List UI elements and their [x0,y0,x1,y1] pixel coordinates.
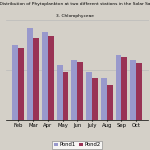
Bar [86,72,92,120]
Bar [33,38,39,120]
Bar [18,48,24,120]
Bar [116,55,121,120]
Bar [27,28,33,120]
Bar [42,32,48,120]
Bar [101,78,107,120]
Text: 3. Chlorophyceae: 3. Chlorophyceae [56,14,94,18]
Bar [12,45,18,120]
Legend: Pond1, Pond2: Pond1, Pond2 [52,141,102,149]
Bar [92,78,98,120]
Bar [71,60,77,120]
Bar [136,63,142,120]
Text: Fig. 4. Distribution of Phytoplankton at two different stations in the Solar Sal: Fig. 4. Distribution of Phytoplankton at… [0,2,150,6]
Bar [121,57,127,120]
Bar [57,65,63,120]
Bar [48,36,54,120]
Bar [63,72,68,120]
Bar [77,62,83,120]
Bar [107,85,113,120]
Bar [130,60,136,120]
